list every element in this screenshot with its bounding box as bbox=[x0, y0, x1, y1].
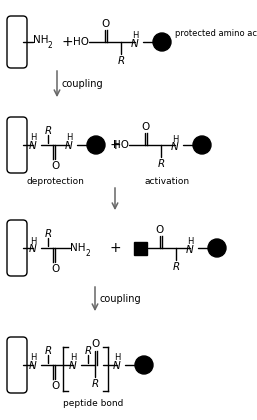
Text: H: H bbox=[70, 354, 76, 362]
Text: H: H bbox=[132, 32, 138, 40]
Text: coupling: coupling bbox=[62, 79, 104, 89]
Text: H: H bbox=[114, 354, 120, 362]
FancyBboxPatch shape bbox=[7, 16, 27, 68]
Text: R: R bbox=[117, 56, 125, 66]
Text: NH: NH bbox=[70, 243, 86, 253]
Text: R: R bbox=[44, 346, 52, 356]
Text: N: N bbox=[29, 141, 37, 151]
Text: deprotection: deprotection bbox=[26, 176, 84, 186]
Text: R: R bbox=[157, 159, 165, 169]
Text: O: O bbox=[51, 381, 59, 391]
Text: +: + bbox=[109, 241, 121, 255]
Circle shape bbox=[193, 136, 211, 154]
Text: N: N bbox=[69, 361, 77, 371]
Text: N: N bbox=[29, 244, 37, 254]
Text: peptide bond: peptide bond bbox=[63, 399, 123, 407]
Text: HO: HO bbox=[113, 140, 129, 150]
Text: N: N bbox=[29, 361, 37, 371]
Text: +: + bbox=[61, 35, 73, 49]
Text: R: R bbox=[44, 229, 52, 239]
Text: coupling: coupling bbox=[100, 294, 142, 304]
Text: NH: NH bbox=[33, 35, 49, 45]
Text: R: R bbox=[91, 379, 99, 389]
Text: activation: activation bbox=[144, 176, 190, 186]
Text: N: N bbox=[171, 142, 179, 152]
FancyBboxPatch shape bbox=[7, 117, 27, 173]
Text: O: O bbox=[141, 122, 149, 132]
Text: N: N bbox=[65, 141, 73, 151]
Circle shape bbox=[208, 239, 226, 257]
Text: H: H bbox=[172, 134, 178, 144]
Text: O: O bbox=[91, 339, 99, 349]
Text: H: H bbox=[66, 134, 72, 142]
Text: protected amino acid: protected amino acid bbox=[175, 29, 257, 39]
Text: HO: HO bbox=[73, 37, 89, 47]
Text: H: H bbox=[30, 134, 36, 142]
Text: O: O bbox=[156, 225, 164, 235]
Text: H: H bbox=[30, 236, 36, 246]
Circle shape bbox=[153, 33, 171, 51]
Text: R: R bbox=[172, 262, 180, 272]
Text: R: R bbox=[84, 346, 92, 356]
Text: N: N bbox=[186, 245, 194, 255]
Text: N: N bbox=[113, 361, 121, 371]
Text: O: O bbox=[51, 264, 59, 274]
Text: N: N bbox=[131, 39, 139, 49]
Text: H: H bbox=[30, 354, 36, 362]
Bar bbox=[133, 241, 146, 255]
FancyBboxPatch shape bbox=[7, 220, 27, 276]
FancyBboxPatch shape bbox=[7, 337, 27, 393]
Text: O: O bbox=[51, 161, 59, 171]
Text: +: + bbox=[109, 138, 121, 152]
Circle shape bbox=[87, 136, 105, 154]
Text: H: H bbox=[187, 237, 193, 247]
Text: 2: 2 bbox=[48, 40, 53, 50]
Circle shape bbox=[135, 356, 153, 374]
Text: O: O bbox=[101, 19, 109, 29]
Text: R: R bbox=[44, 126, 52, 136]
Text: 2: 2 bbox=[85, 249, 90, 257]
